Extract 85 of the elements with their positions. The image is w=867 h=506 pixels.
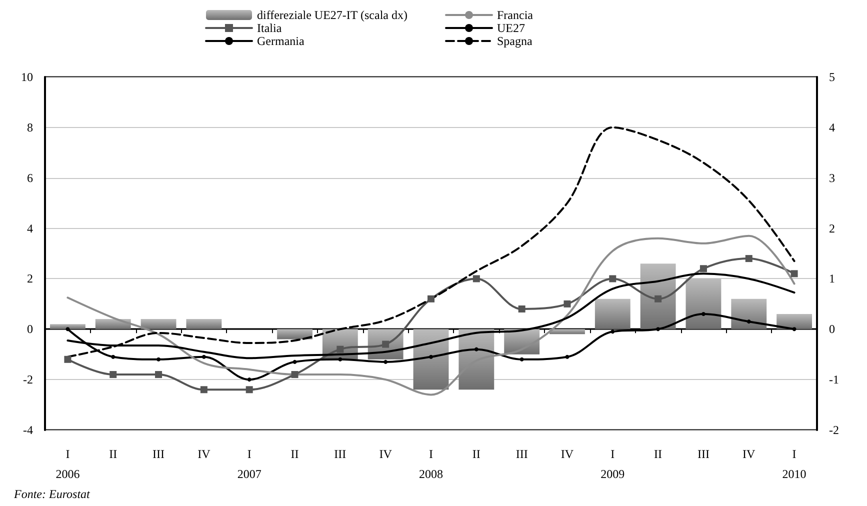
bar [686,278,722,330]
y-tick-label: 4 [27,221,33,236]
point [111,354,116,359]
y-tick-label: -4 [23,423,33,437]
bar [550,329,585,334]
bar [776,314,812,330]
bar [277,329,312,340]
y2-tick-label: 0 [829,322,835,336]
y-tick-label: 10 [21,70,33,84]
point [156,357,161,362]
x-tick-label: II [109,447,118,461]
point [472,275,480,282]
bar [140,319,176,330]
bar [413,329,449,390]
source-note: Fonte: Eurostat [13,487,91,501]
point [792,327,796,332]
point [155,371,162,378]
y-tick-label: -2 [23,372,33,387]
x-tick-label: II [290,447,299,461]
x-tick-label: IV [198,447,211,461]
point [66,327,70,332]
legend-label: Germania [257,34,305,48]
x-tick-label: IV [742,447,756,461]
x-tick-label: II [472,447,480,461]
y2-tick-label: 2 [829,221,835,236]
legend-label: Francia [497,8,534,22]
bar [594,298,630,330]
x-tick-label: III [334,447,346,461]
point [564,300,571,308]
x-tick-label: I 2007 [237,447,262,481]
y-tick-label: 2 [27,272,33,286]
x-tick-label: I 2010 [782,447,806,481]
legend-label: Italia [257,21,282,35]
y2-tick-label: 5 [829,70,835,84]
bar [186,319,222,330]
point [474,347,478,352]
x-tick-label: III [697,447,710,461]
y-tick-label: 0 [27,322,33,336]
y-tick-label: 8 [27,120,33,134]
point [64,356,72,363]
point [565,354,570,359]
point [790,270,798,278]
point [429,354,433,359]
x-tick-label: I 2008 [419,447,443,481]
legend-label: UE27 [497,21,525,35]
point [518,305,526,312]
y2-tick-label: 4 [829,120,835,134]
bar [95,319,131,330]
point [610,330,615,334]
y2-tick-label: -2 [829,423,839,437]
point [292,360,297,364]
point [520,357,524,362]
point [745,255,752,262]
point [202,354,206,359]
x-tick-label: IV [560,447,574,461]
point [654,295,662,302]
point [382,340,390,348]
y2-tick-label: -1 [829,372,839,387]
bar [731,298,767,330]
point [700,265,707,272]
y2-tick-label: 3 [829,170,835,185]
point [246,386,253,394]
point [701,312,706,316]
y2-tick-label: 1 [829,272,835,286]
point [746,320,751,324]
x-tick-label: II [654,447,662,461]
point [291,371,298,378]
legend-label: Spagna [497,34,533,48]
point [110,371,117,378]
point [656,327,660,332]
point [247,378,252,382]
x-tick-label: I 2006 [56,447,80,481]
y-tick-label: 6 [27,170,33,185]
point [338,357,342,362]
x-tick-label: III [152,447,165,461]
bar [50,324,86,330]
point [609,275,616,282]
x-tick-label: IV [379,447,392,461]
point [384,360,388,364]
point [336,346,344,353]
point [200,386,208,394]
point [428,295,434,302]
legend-label: differeziale UE27-IT (scala dx) [257,8,408,22]
x-tick-label: I 2009 [600,447,625,481]
x-tick-label: III [516,447,528,461]
